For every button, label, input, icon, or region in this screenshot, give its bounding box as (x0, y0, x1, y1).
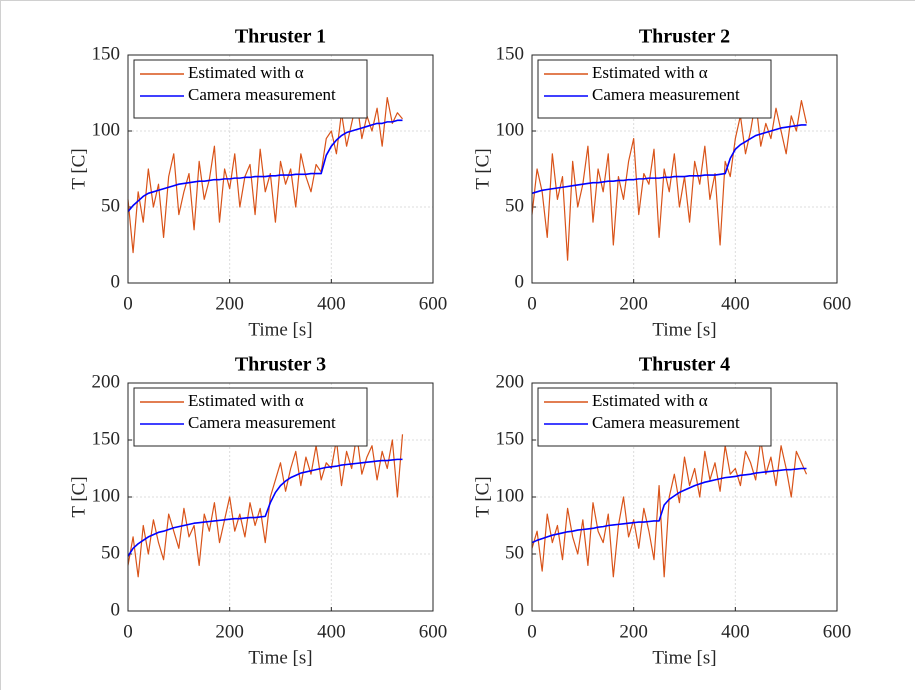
legend-label: Estimated with α (592, 391, 708, 410)
x-tick-label: 600 (823, 621, 852, 642)
legend-label: Camera measurement (592, 413, 740, 432)
x-tick-label: 400 (721, 621, 750, 642)
x-axis-label: Time [s] (248, 647, 312, 668)
x-tick-label: 200 (619, 293, 648, 314)
chart-title: Thruster 1 (235, 26, 326, 48)
y-tick-label: 50 (505, 195, 524, 216)
legend-label: Estimated with α (188, 63, 304, 82)
axes-box (531, 382, 838, 612)
subplot: 0 200 400 600 0 50 100 150 Thruster 2 Time [s] T [… (472, 26, 851, 341)
y-tick-label: 100 (92, 485, 121, 506)
x-tick-label: 400 (317, 293, 346, 314)
y-tick-label: 150 (92, 428, 121, 449)
y-axis-label: T [C] (68, 476, 89, 517)
legend-label: Estimated with α (188, 391, 304, 410)
axes-box (531, 54, 838, 284)
y-tick-label: 100 (92, 119, 121, 140)
y-tick-label: 0 (111, 599, 121, 620)
x-axis-label: Time [s] (248, 319, 312, 340)
x-tick-label: 0 (527, 621, 537, 642)
chart-title: Thruster 3 (235, 354, 326, 376)
chart-title: Thruster 4 (639, 354, 730, 376)
x-tick-label: 200 (619, 621, 648, 642)
legend-box (537, 387, 772, 447)
y-tick-label: 200 (92, 371, 121, 392)
y-tick-label: 200 (496, 371, 525, 392)
x-tick-label: 0 (123, 293, 133, 314)
y-tick-label: 0 (515, 599, 525, 620)
data-line (531, 124, 807, 195)
y-tick-label: 0 (111, 271, 121, 292)
y-tick-label: 100 (496, 119, 525, 140)
legend-box (133, 59, 368, 119)
axes-box (127, 54, 434, 284)
x-tick-label: 400 (721, 293, 750, 314)
x-tick-label: 600 (823, 293, 852, 314)
x-tick-label: 400 (317, 621, 346, 642)
axes-box (127, 382, 434, 612)
x-tick-label: 0 (123, 621, 133, 642)
x-tick-label: 200 (215, 293, 244, 314)
y-axis-label: T [C] (472, 148, 493, 189)
data-line (127, 119, 403, 213)
y-tick-label: 150 (496, 428, 525, 449)
data-line (531, 99, 808, 261)
subplot: 0 200 400 600 0 50 100 150 Thruster 1 Time [s] T [… (68, 26, 447, 341)
y-tick-label: 50 (101, 195, 120, 216)
x-tick-label: 200 (215, 621, 244, 642)
y-axis-label: T [C] (68, 148, 89, 189)
y-tick-label: 150 (496, 43, 525, 64)
legend-label: Camera measurement (188, 85, 336, 104)
y-tick-label: 0 (515, 271, 525, 292)
data-line (531, 467, 807, 544)
legend-label: Camera measurement (592, 85, 740, 104)
y-tick-label: 50 (505, 542, 524, 563)
x-tick-label: 600 (419, 621, 448, 642)
y-tick-label: 50 (101, 542, 120, 563)
data-line (127, 458, 403, 557)
y-axis-label: T [C] (472, 476, 493, 517)
legend-box (537, 59, 772, 119)
y-tick-label: 150 (92, 43, 121, 64)
x-tick-label: 600 (419, 293, 448, 314)
chart-title: Thruster 2 (639, 26, 730, 48)
legend-label: Estimated with α (592, 63, 708, 82)
x-tick-label: 0 (527, 293, 537, 314)
y-tick-label: 100 (496, 485, 525, 506)
subplot: 0 200 400 600 0 50 100 150 200 Thruster 4 Time [s]… (472, 354, 851, 669)
x-axis-label: Time [s] (652, 319, 716, 340)
subplot: 0 200 400 600 0 50 100 150 200 Thruster 3 Time [s]… (68, 354, 447, 669)
legend-box (133, 387, 368, 447)
legend-label: Camera measurement (188, 413, 336, 432)
x-axis-label: Time [s] (652, 647, 716, 668)
